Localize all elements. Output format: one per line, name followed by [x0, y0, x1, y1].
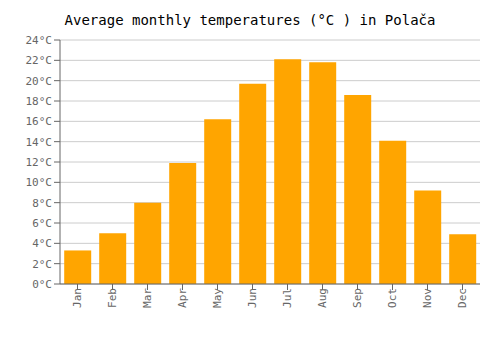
svg-text:Jan: Jan — [71, 288, 84, 308]
svg-text:Jul: Jul — [281, 288, 294, 308]
svg-text:20°C: 20°C — [26, 75, 53, 88]
svg-text:0°C: 0°C — [32, 278, 52, 291]
svg-text:Dec: Dec — [456, 288, 469, 308]
svg-text:18°C: 18°C — [26, 95, 53, 108]
svg-text:16°C: 16°C — [26, 115, 53, 128]
html-text:Average monthly temperatures (: Average monthly temperatures (°C ) in Po… — [64, 12, 436, 28]
svg-text:12°C: 12°C — [26, 156, 53, 169]
svg-text:May: May — [211, 288, 224, 308]
svg-text:24°C: 24°C — [26, 34, 53, 47]
svg-text:4°C: 4°C — [32, 237, 52, 250]
svg-text:22°C: 22°C — [26, 54, 53, 67]
svg-text:Feb: Feb — [106, 288, 119, 308]
svg-text:8°C: 8°C — [32, 197, 52, 210]
svg-text:Sep: Sep — [351, 288, 364, 308]
svg-text:14°C: 14°C — [26, 136, 53, 149]
svg-text:6°C: 6°C — [32, 217, 52, 230]
svg-text:2°C: 2°C — [32, 258, 52, 271]
svg-text:Oct: Oct — [386, 288, 399, 308]
svg-text:Jun: Jun — [246, 288, 259, 308]
svg-text:Aug: Aug — [316, 288, 329, 308]
svg-text:10°C: 10°C — [26, 176, 53, 189]
svg-text:Nov: Nov — [421, 288, 434, 308]
svg-text:Mar: Mar — [141, 288, 154, 308]
svg-text:Apr: Apr — [176, 288, 189, 308]
